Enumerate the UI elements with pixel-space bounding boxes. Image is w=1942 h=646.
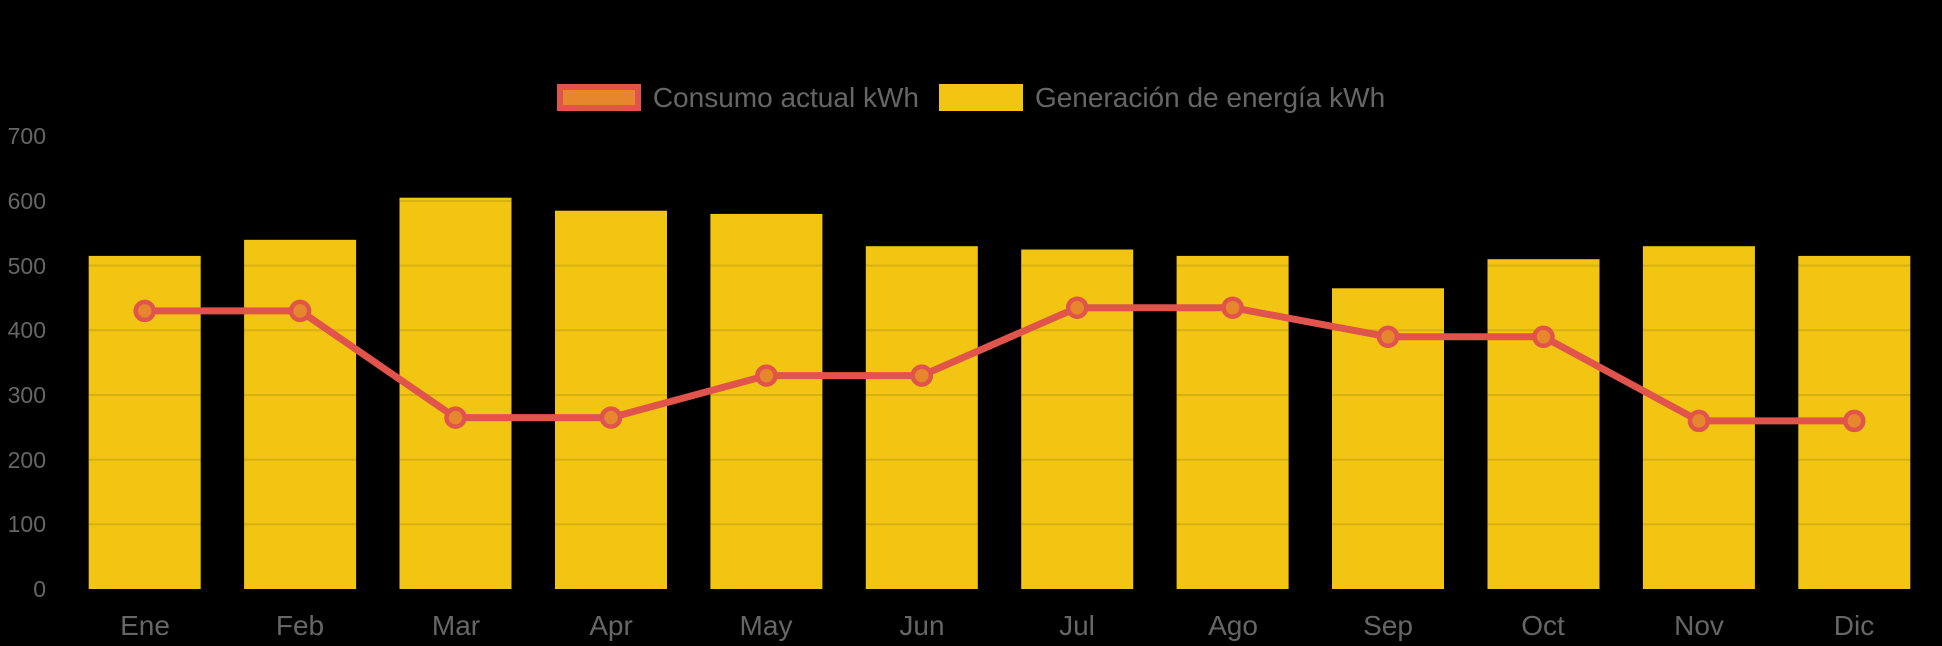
- bar-may[interactable]: [710, 213, 823, 589]
- legend-item-consumo[interactable]: Consumo actual kWh: [556, 82, 919, 113]
- legend-swatch-generacion: [938, 84, 1023, 111]
- bar-oct[interactable]: [1487, 259, 1600, 589]
- y-tick-label-400: 400: [7, 317, 46, 343]
- legend-label-generacion: Generación de energía kWh: [1034, 82, 1386, 113]
- x-tick-label-oct: Oct: [1521, 610, 1565, 641]
- point-nov[interactable]: [1687, 409, 1711, 433]
- x-tick-label-apr: Apr: [589, 610, 633, 641]
- bar-feb[interactable]: [244, 239, 357, 590]
- y-tick-label-100: 100: [7, 511, 46, 537]
- point-ene[interactable]: [133, 299, 156, 323]
- x-tick-label-nov: Nov: [1674, 610, 1724, 641]
- y-tick-label-700: 700: [7, 123, 46, 149]
- y-tick-label-200: 200: [7, 447, 46, 473]
- y-tick-label-0: 0: [33, 576, 46, 602]
- x-tick-label-ene: Ene: [120, 610, 170, 641]
- x-tick-label-mar: Mar: [431, 610, 481, 641]
- point-sep[interactable]: [1376, 325, 1400, 349]
- point-jul[interactable]: [1065, 296, 1089, 319]
- chart-legend: Consumo actual kWh Generación de energía…: [0, 82, 1942, 113]
- point-ago[interactable]: [1221, 296, 1244, 319]
- legend-item-generacion[interactable]: Generación de energía kWh: [938, 82, 1386, 113]
- x-tick-label-may: May: [739, 610, 793, 641]
- y-tick-label-300: 300: [7, 382, 46, 408]
- y-tick-label-600: 600: [7, 188, 46, 214]
- point-oct[interactable]: [1532, 325, 1555, 349]
- point-jun[interactable]: [910, 364, 934, 387]
- bar-apr[interactable]: [555, 210, 667, 589]
- x-tick-label-jul: Jul: [1059, 610, 1095, 641]
- point-may[interactable]: [755, 364, 778, 387]
- x-tick-label-feb: Feb: [275, 610, 325, 641]
- bar-jun[interactable]: [865, 246, 978, 589]
- point-mar[interactable]: [444, 406, 467, 429]
- legend-swatch-consumo: [556, 84, 641, 111]
- x-tick-label-sep: Sep: [1363, 610, 1413, 641]
- point-feb[interactable]: [288, 299, 312, 323]
- point-apr[interactable]: [599, 406, 623, 429]
- x-tick-label-dic: Dic: [1833, 610, 1875, 641]
- consumo-line: [141, 304, 1858, 425]
- point-dic[interactable]: [1843, 409, 1866, 433]
- x-tick-label-ago: Ago: [1208, 610, 1258, 641]
- y-tick-label-500: 500: [7, 253, 46, 279]
- x-tick-label-jun: Jun: [899, 610, 945, 641]
- legend-label-consumo: Consumo actual kWh: [652, 82, 919, 113]
